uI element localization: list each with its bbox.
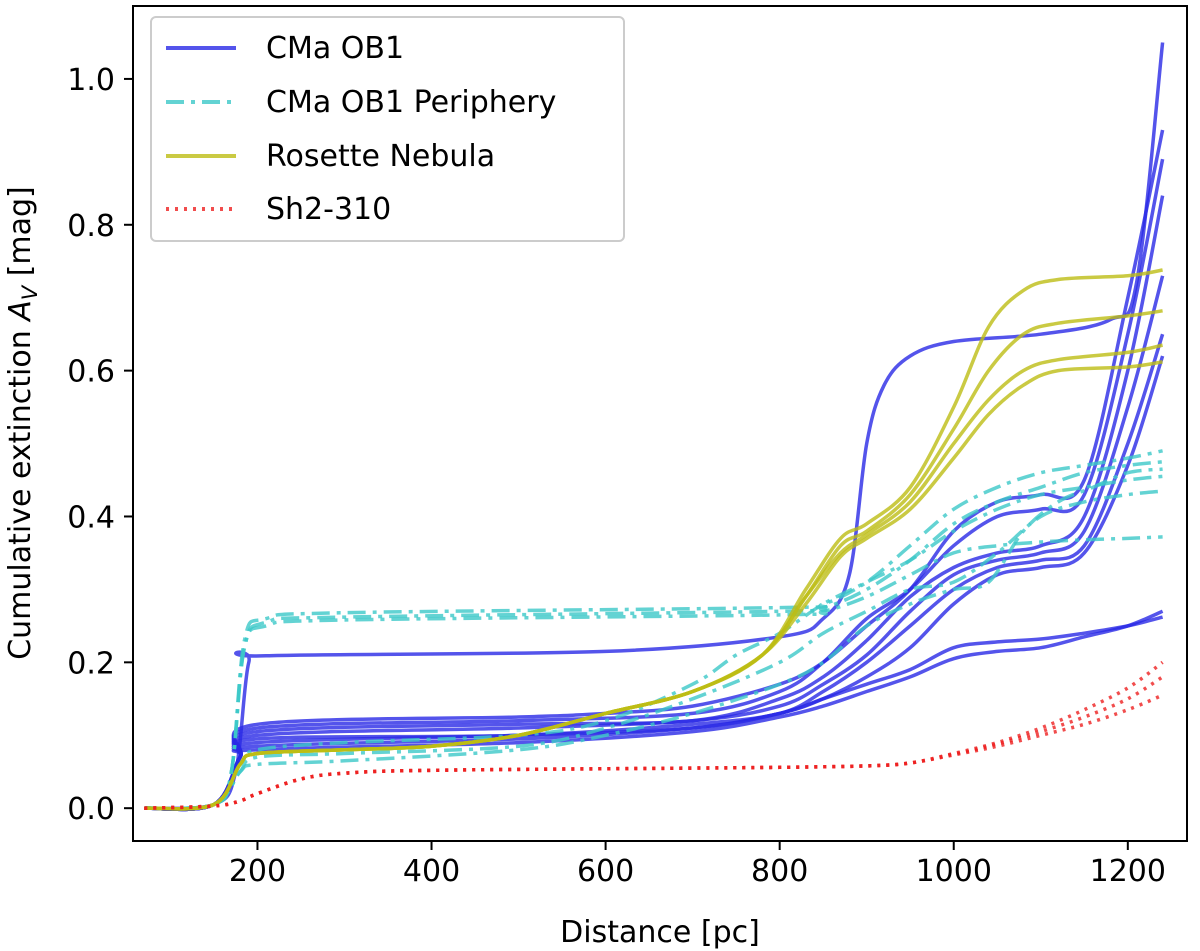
legend: CMa OB1 CMa OB1 Periphery Rosette Nebula…	[150, 16, 625, 242]
y-tick-label-0.6: 0.6	[67, 355, 115, 390]
axes-frame	[132, 5, 1188, 842]
legend-label-cma-ob1: CMa OB1	[266, 31, 404, 66]
series-cma-ob1-periphery-line-5	[144, 489, 1163, 811]
x-axis-label: Distance [pc]	[560, 915, 760, 950]
y-axis-label-subscript: V	[18, 284, 42, 300]
x-tick-label-1200: 1200	[1090, 854, 1166, 889]
x-tick-label-600: 600	[577, 854, 634, 889]
series-cma-ob1-periphery-line-4	[144, 474, 1163, 811]
series-cma-ob1-line-8	[144, 615, 1164, 812]
y-tick-label-0.4: 0.4	[67, 500, 115, 535]
legend-label-cma-ob1-periphery: CMa OB1 Periphery	[266, 85, 556, 120]
y-axis: 0.0 0.2 0.4 0.6 0.8 1.0	[67, 63, 133, 827]
series-rosette-nebula-line-4	[144, 360, 1163, 811]
y-tick-label-0.8: 0.8	[67, 209, 115, 244]
x-tick-label-400: 400	[403, 854, 460, 889]
y-tick-label-0.0: 0.0	[67, 792, 115, 827]
x-tick-label-200: 200	[229, 854, 286, 889]
x-tick-label-800: 800	[751, 854, 808, 889]
series-cma-ob1-periphery-line-3	[144, 535, 1163, 811]
y-axis-label: Cumulative extinction AV [mag]	[3, 186, 42, 660]
y-axis-label-suffix: [mag]	[3, 186, 38, 286]
legend-label-sh2-310: Sh2-310	[266, 192, 391, 227]
x-axis: 200 400 600 800 1000 1200	[229, 841, 1166, 889]
y-axis-label-symbol: A	[3, 300, 38, 323]
series-cma-ob1-periphery-line-6	[144, 467, 1163, 811]
legend-label-rosette-nebula: Rosette Nebula	[266, 139, 495, 174]
series-cma-ob1-line-9	[144, 609, 1164, 812]
series-cma-ob1-line-6	[144, 333, 1165, 812]
series-cma-ob1-line-3	[144, 158, 1165, 812]
y-tick-label-1.0: 1.0	[67, 63, 115, 98]
series-cma-ob1-line-5	[144, 275, 1165, 812]
y-tick-label-0.2: 0.2	[67, 646, 115, 681]
y-axis-label-prefix: Cumulative extinction	[3, 321, 38, 660]
legend-box	[150, 16, 625, 242]
series-sh2-310-line-3	[144, 675, 1164, 810]
plot-lines	[144, 42, 1165, 812]
x-tick-label-1000: 1000	[916, 854, 992, 889]
series-cma-ob1-line-4	[144, 195, 1165, 812]
